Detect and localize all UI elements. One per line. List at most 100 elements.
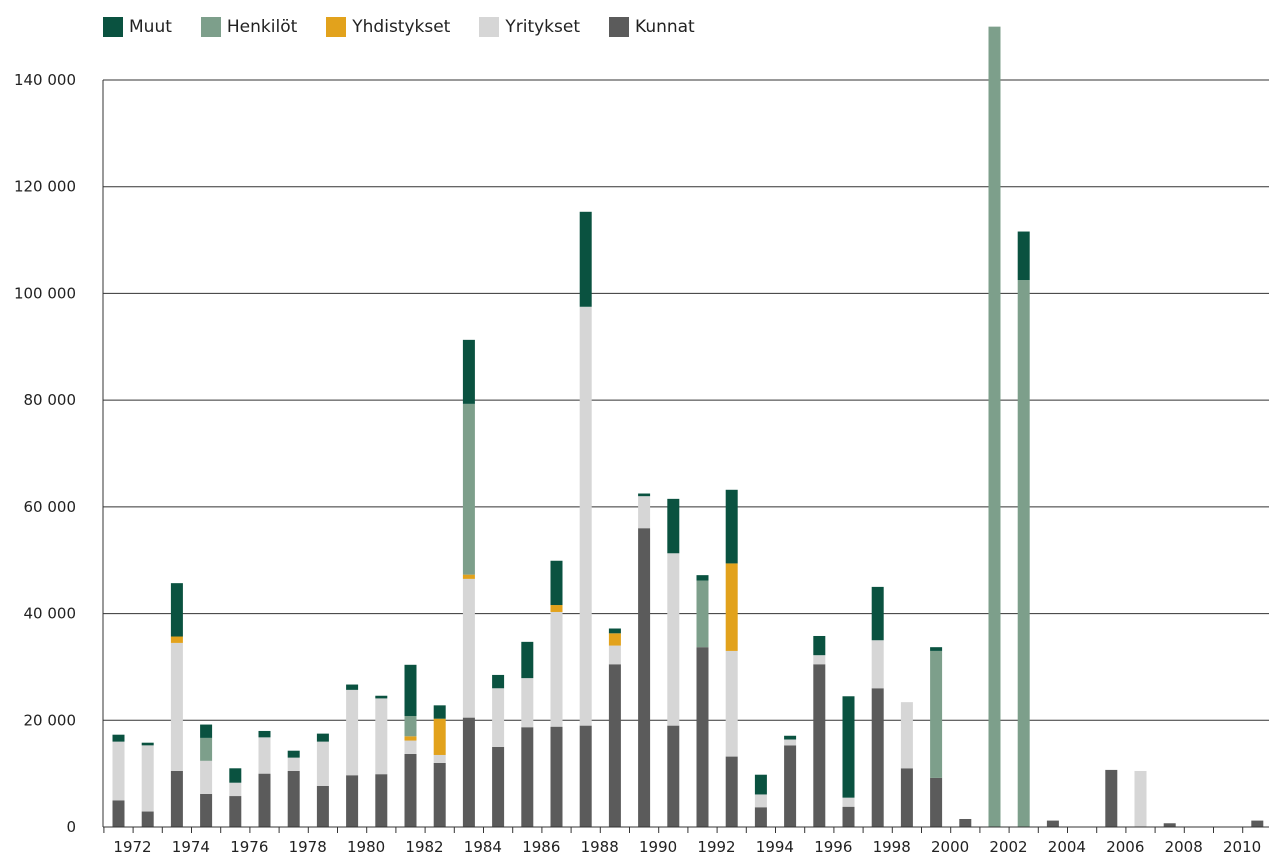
x-tick-label: 1986 [522,838,560,856]
bar-segment [1017,231,1030,281]
bar-segment [1046,820,1059,827]
bar-segment [930,650,943,778]
x-tick-label: 2006 [1106,838,1144,856]
bar-segment [725,563,738,651]
bar-segment [608,664,621,827]
bar-segment [170,770,183,827]
bar-segment [316,733,329,742]
legend-swatch-kunnat [609,17,630,37]
bar-segment [258,730,271,738]
bar-segment [784,745,797,827]
bar-segment [492,674,505,689]
bar-segment [462,578,475,718]
x-tick-label: 2004 [1048,838,1086,856]
legend-swatch-yhdistykset [326,17,347,37]
bar-segment [462,339,475,404]
legend-label-kunnat: Kunnat [635,17,695,37]
bar-segment [638,496,651,529]
bar-segment [725,650,738,757]
bar-segment [433,718,446,755]
bar-segment [404,740,417,754]
bar-segment [813,655,826,665]
bar-segment [725,756,738,827]
bar-segment [462,717,475,827]
bar-segment [521,641,534,679]
bar-segment [258,737,271,774]
bar-segment [608,633,621,646]
bar-segment [579,306,592,726]
bar-segment [375,698,388,775]
bar-segment [433,754,446,763]
bar-segment [462,574,475,579]
legend-item-henkilot: Henkilöt [200,17,298,37]
bar-segment [287,757,300,771]
y-tick-label: 0 [66,818,76,836]
legend-swatch-muut [103,17,123,37]
bar-segment [404,664,417,717]
bar-segment [316,741,329,786]
x-tick-label: 1998 [873,838,911,856]
legend-swatch-yritykset [479,17,500,37]
bar-segment [112,741,125,801]
bar-segment [813,635,826,656]
bar-segment [638,528,651,827]
bar-segment [433,762,446,827]
legend-item-kunnat: Kunnat [609,17,695,37]
bar-segment [988,26,1001,827]
bar-segment [346,684,359,690]
x-tick-label: 2000 [931,838,969,856]
bar-segment [667,553,680,726]
bar-segment [871,640,884,689]
x-tick-label: 1980 [347,838,385,856]
x-tick-label: 1988 [581,838,619,856]
bar-segment [404,753,417,827]
x-tick-label: 1992 [697,838,735,856]
bar-segment [229,782,242,797]
bar-segment [170,636,183,643]
bar-segment [200,760,213,794]
bar-segment [141,811,154,827]
bar-segment [200,793,213,827]
bar-segment [667,498,680,554]
bar-segment [170,642,183,771]
legend-item-yhdistykset: Yhdistykset [326,17,450,37]
bar-segment [200,724,213,738]
bar-segment [550,560,563,606]
bar-segment [112,800,125,827]
bar-segment [667,725,680,827]
bar-segment [112,734,125,742]
bar-segment [1251,820,1264,827]
legend-item-yritykset: Yritykset [479,17,580,37]
bar-segment [813,664,826,827]
bar-segment [258,773,271,827]
bar-segment [608,645,621,665]
bar-segment [696,647,709,827]
x-tick-label: 1972 [113,838,151,856]
bar-segment [200,737,213,761]
bar-segment [521,678,534,728]
bar-segment [1134,770,1147,827]
x-tick-label: 1984 [464,838,502,856]
bar-segment [229,796,242,827]
legend-label-henkilot: Henkilöt [226,17,298,37]
bar-segment [229,768,242,783]
bar-segment [521,727,534,827]
bar-segment [141,745,154,812]
bar-segment [579,211,592,307]
legend-item-muut: Muut [103,17,172,37]
bar-segment [754,807,767,827]
bar-segment [842,797,855,807]
bar-segment [550,726,563,827]
bar-segment [404,736,417,741]
bar-segment [462,403,475,575]
x-tick-label: 2010 [1223,838,1261,856]
legend: Muut Henkilöt Yhdistykset Yritykset Kunn… [103,10,724,44]
bar-segment [638,493,651,497]
x-tick-label: 1974 [172,838,210,856]
bar-segment [287,750,300,758]
bar-segment [930,777,943,827]
bar-segment [1163,823,1176,827]
bar-segment [871,586,884,641]
